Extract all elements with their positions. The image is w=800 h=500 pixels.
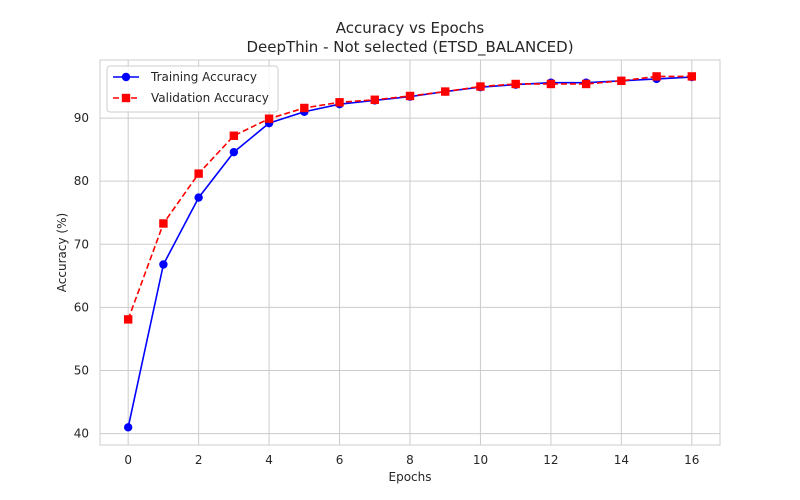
x-tick-label: 16 bbox=[684, 453, 699, 467]
legend-marker bbox=[121, 93, 131, 103]
data-point bbox=[159, 260, 168, 269]
y-axis-label: Accuracy (%) bbox=[55, 213, 69, 292]
data-point bbox=[546, 79, 556, 89]
data-point bbox=[194, 193, 203, 202]
x-tick-label: 8 bbox=[406, 453, 414, 467]
data-point bbox=[123, 315, 133, 324]
data-point bbox=[652, 72, 661, 81]
x-tick-label: 4 bbox=[265, 453, 273, 467]
legend: Training Accuracy Validation Accuracy bbox=[106, 65, 279, 113]
x-tick-label: 0 bbox=[124, 453, 132, 467]
data-point bbox=[300, 103, 309, 113]
y-tick-label: 80 bbox=[74, 174, 89, 188]
legend-label: Validation Accuracy bbox=[151, 91, 269, 105]
data-point bbox=[229, 131, 239, 140]
tick-labels: 0 2 4 6 8 10 12 14 16 40 50 60 70 80 90 bbox=[74, 111, 700, 467]
data-point bbox=[123, 423, 133, 432]
y-tick-label: 50 bbox=[74, 364, 89, 378]
data-point bbox=[617, 76, 626, 86]
data-point bbox=[687, 72, 697, 81]
grid-lines bbox=[100, 60, 720, 445]
x-tick-label: 14 bbox=[614, 453, 629, 467]
data-point bbox=[511, 79, 520, 89]
legend-frame bbox=[106, 65, 279, 113]
data-point bbox=[476, 82, 485, 91]
legend-label: Training Accuracy bbox=[150, 70, 257, 84]
chart-title: Accuracy vs Epochs bbox=[336, 19, 485, 37]
x-tick-label: 10 bbox=[473, 453, 488, 467]
data-point bbox=[229, 147, 239, 157]
data-point bbox=[581, 79, 591, 89]
legend-marker bbox=[121, 72, 131, 82]
y-tick-label: 70 bbox=[74, 237, 89, 251]
y-tick-label: 60 bbox=[74, 300, 89, 314]
x-tick-label: 12 bbox=[543, 453, 558, 467]
chart-subtitle: DeepThin - Not selected (ETSD_BALANCED) bbox=[246, 38, 573, 57]
data-point bbox=[159, 219, 168, 228]
x-tick-label: 2 bbox=[195, 453, 203, 467]
data-point bbox=[264, 114, 274, 123]
data-point bbox=[441, 87, 450, 96]
data-point bbox=[194, 169, 203, 178]
data-point bbox=[335, 98, 344, 107]
data-point bbox=[370, 95, 379, 104]
plot-frame bbox=[99, 59, 721, 446]
y-tick-label: 90 bbox=[74, 111, 89, 125]
x-tick-label: 6 bbox=[336, 453, 344, 467]
x-axis-label: Epochs bbox=[389, 470, 432, 484]
data-point bbox=[405, 91, 415, 101]
series-group bbox=[123, 72, 697, 432]
y-tick-label: 40 bbox=[74, 427, 89, 441]
series-validation-accuracy bbox=[123, 72, 697, 324]
